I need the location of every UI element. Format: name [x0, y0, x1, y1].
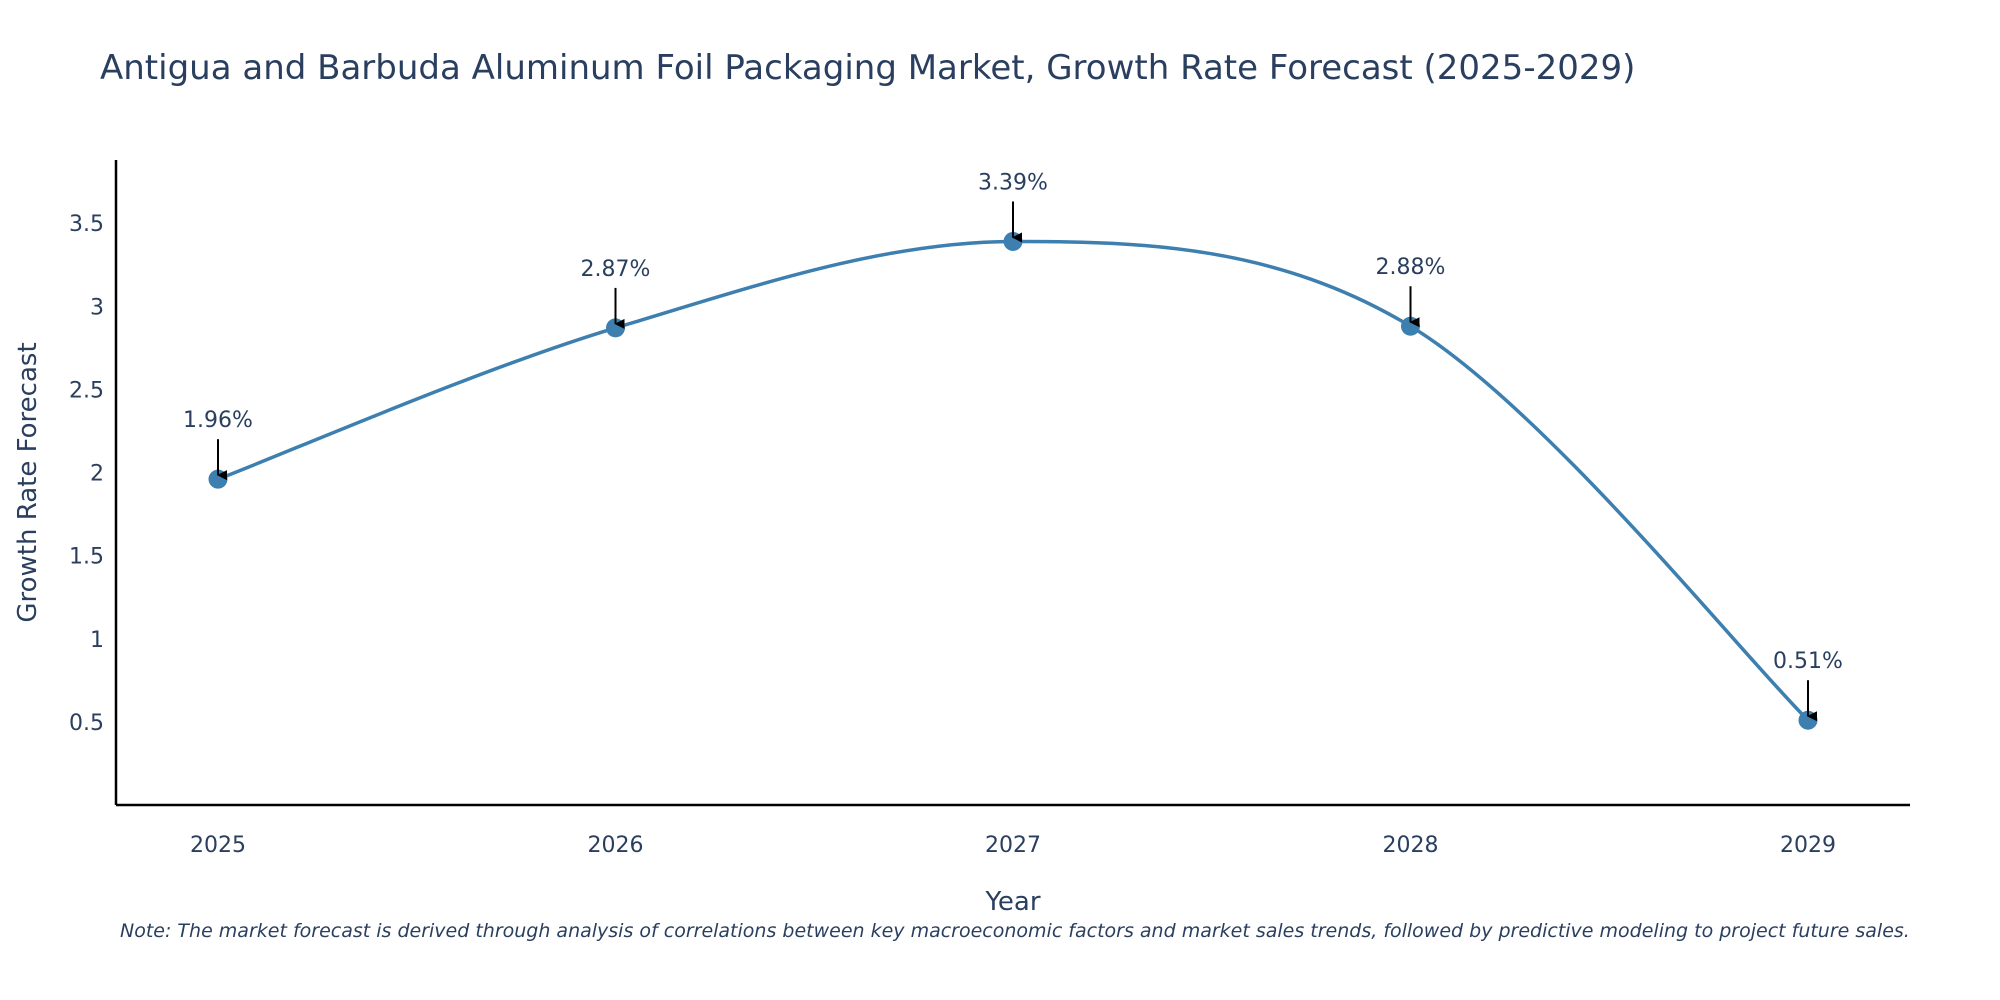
- data-points: [208, 231, 1818, 730]
- axes: 0.5 1 1.5 2 2.5 3 3.5 2025 2026 2027 2028 2029 Year G…: [13, 160, 1910, 917]
- footnote: Note: The market forecast is derived thr…: [120, 920, 1910, 942]
- y-tick-label: 2.5: [69, 378, 104, 403]
- series-line-group: [217, 239, 1810, 722]
- y-tick-label: 2: [90, 462, 104, 487]
- y-tick-label: 3: [90, 295, 104, 320]
- x-tick-label: 2026: [588, 833, 644, 858]
- x-axis-title: Year: [984, 887, 1040, 917]
- x-tick-label: 2029: [1780, 833, 1836, 858]
- data-label: 1.96%: [183, 408, 253, 433]
- data-label: 0.51%: [1773, 649, 1843, 674]
- data-label: 2.87%: [581, 257, 651, 282]
- x-tick-label: 2028: [1383, 833, 1439, 858]
- y-tick-label: 1.5: [69, 545, 104, 570]
- y-tick-label: 3.5: [69, 212, 104, 237]
- y-tick-label: 0.5: [69, 711, 104, 736]
- chart-title: Antigua and Barbuda Aluminum Foil Packag…: [100, 48, 1636, 88]
- x-tick-label: 2027: [985, 833, 1041, 858]
- series-line: [217, 239, 1810, 722]
- data-label: 2.88%: [1376, 255, 1446, 280]
- x-tick-label: 2025: [190, 833, 246, 858]
- data-labels: 1.96% 2.87% 3.39% 2.88% 0.51%: [183, 170, 1843, 722]
- y-axis-title: Growth Rate Forecast: [13, 342, 43, 622]
- y-tick-label: 1: [90, 628, 104, 653]
- data-label: 3.39%: [978, 170, 1048, 195]
